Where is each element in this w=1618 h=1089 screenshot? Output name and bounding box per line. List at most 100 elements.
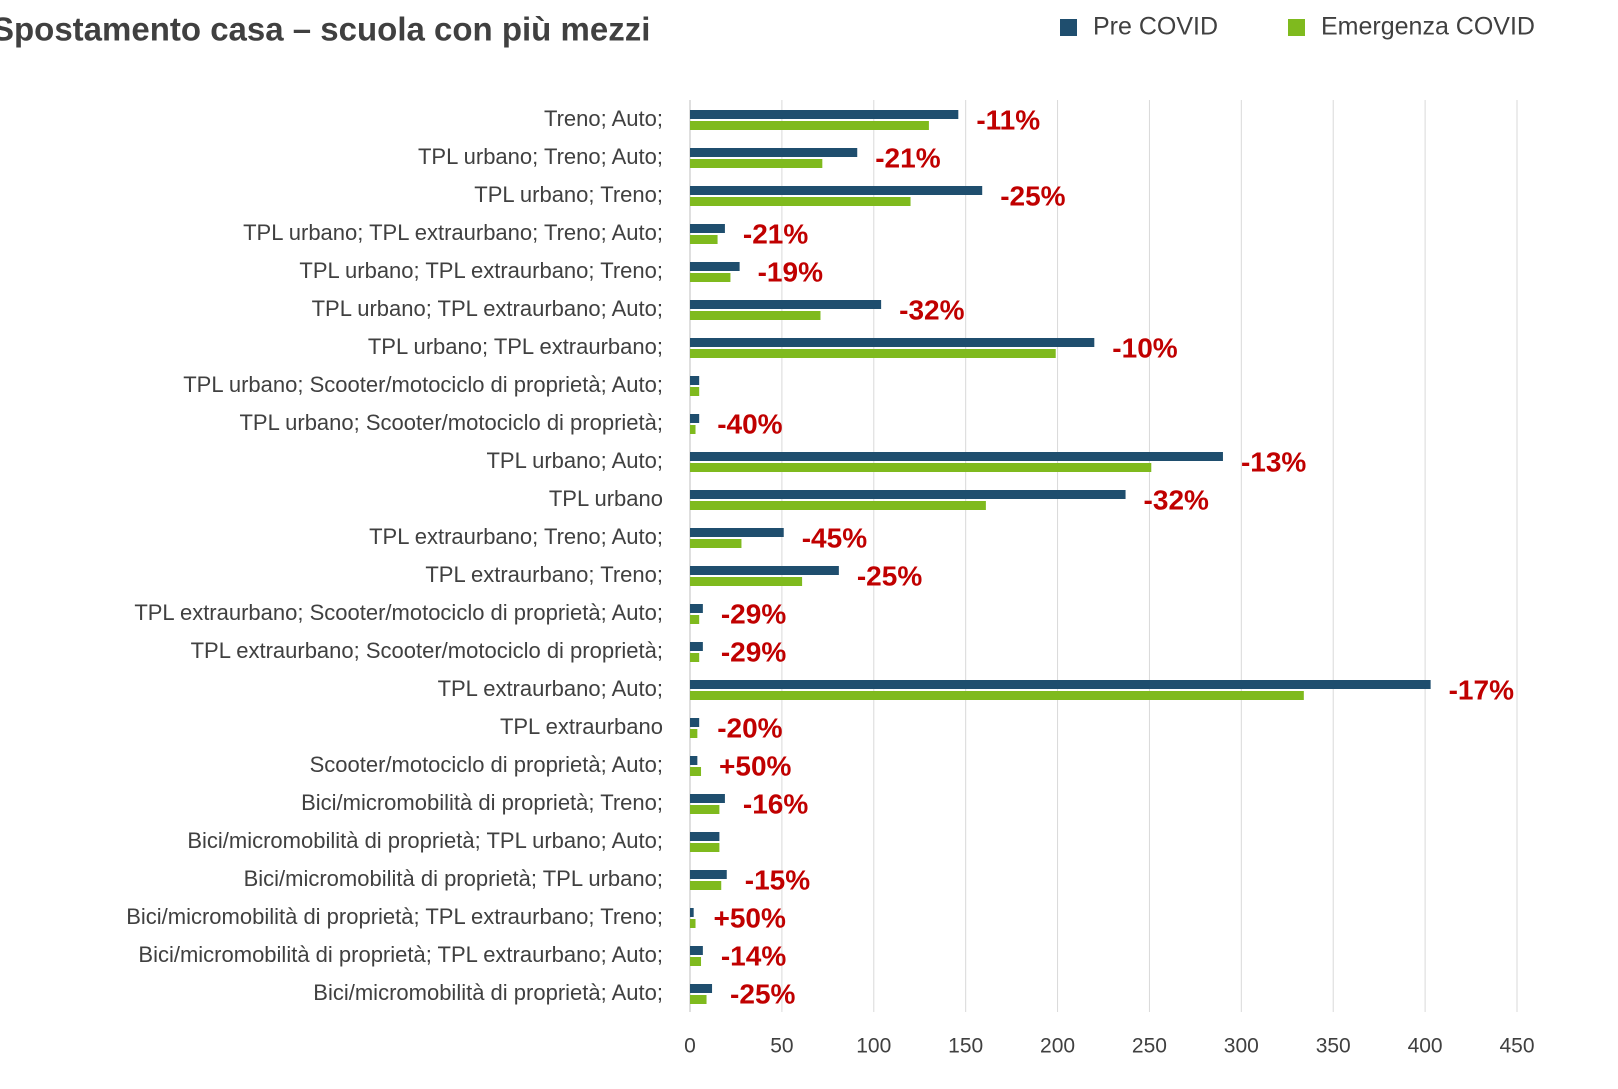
bar xyxy=(690,224,725,233)
bar xyxy=(690,262,740,271)
bar xyxy=(690,642,703,651)
annotation: +50% xyxy=(719,750,791,781)
annotation: -25% xyxy=(730,978,795,1009)
bar xyxy=(690,908,694,917)
bar xyxy=(690,995,707,1004)
annotation: -14% xyxy=(721,940,786,971)
x-tick-label: 250 xyxy=(1132,1035,1167,1058)
annotation: +50% xyxy=(714,902,786,933)
y-tick-label: TPL urbano xyxy=(549,486,663,511)
bar xyxy=(690,197,911,206)
y-tick-label: Treno; Auto; xyxy=(544,106,663,131)
legend-label: Pre COVID xyxy=(1093,13,1218,41)
legend-swatch xyxy=(1060,19,1077,36)
bar xyxy=(690,794,725,803)
y-tick-label: Bici/micromobilità di proprietà; TPL ext… xyxy=(126,904,663,929)
y-tick-label: Scooter/motociclo di proprietà; Auto; xyxy=(310,752,663,777)
bar xyxy=(690,338,1095,347)
annotation: -32% xyxy=(899,294,964,325)
bar xyxy=(690,805,720,814)
bar xyxy=(690,680,1431,689)
x-tick-label: 350 xyxy=(1316,1035,1351,1058)
y-tick-label: Bici/micromobilità di proprietà; TPL urb… xyxy=(187,828,663,853)
x-tick-label: 300 xyxy=(1224,1035,1259,1058)
bar xyxy=(690,273,731,282)
bar xyxy=(690,121,929,130)
annotation: -25% xyxy=(857,560,922,591)
bar xyxy=(690,539,742,548)
bar xyxy=(690,463,1152,472)
bar xyxy=(690,425,696,434)
annotation: -15% xyxy=(745,864,810,895)
annotation: -29% xyxy=(721,598,786,629)
bar xyxy=(690,577,803,586)
bar xyxy=(690,881,722,890)
bar xyxy=(690,490,1126,499)
y-tick-label: TPL urbano; TPL extraurbano; Treno; xyxy=(299,258,663,283)
annotation: -16% xyxy=(743,788,808,819)
y-tick-label: TPL urbano; Treno; Auto; xyxy=(418,144,663,169)
annotation: -17% xyxy=(1449,674,1514,705)
y-tick-label: TPL extraurbano; Treno; Auto; xyxy=(369,524,663,549)
bar xyxy=(690,186,983,195)
bar xyxy=(690,604,703,613)
y-tick-label: TPL extraurbano; Scooter/motociclo di pr… xyxy=(191,638,663,663)
annotation: -29% xyxy=(721,636,786,667)
bar xyxy=(690,984,713,993)
bar xyxy=(690,501,986,510)
bar xyxy=(690,414,700,423)
bar xyxy=(690,691,1304,700)
y-tick-label: Bici/micromobilità di proprietà; Treno; xyxy=(301,790,663,815)
x-tick-label: 150 xyxy=(948,1035,983,1058)
annotation: -21% xyxy=(875,142,940,173)
bar xyxy=(690,311,821,320)
annotation: -32% xyxy=(1144,484,1209,515)
bar xyxy=(690,148,858,157)
bar xyxy=(690,946,703,955)
annotation: -10% xyxy=(1112,332,1177,363)
bar xyxy=(690,566,839,575)
bar xyxy=(690,870,727,879)
bar xyxy=(690,349,1056,358)
bar xyxy=(690,919,696,928)
y-tick-label: TPL urbano; Scooter/motociclo di proprie… xyxy=(239,410,663,435)
annotation: -11% xyxy=(976,104,1040,135)
y-tick-label: Bici/micromobilità di proprietà; TPL urb… xyxy=(244,866,663,891)
y-tick-label: TPL extraurbano; Scooter/motociclo di pr… xyxy=(134,600,663,625)
bar xyxy=(690,843,720,852)
y-tick-label: TPL extraurbano; Auto; xyxy=(438,676,663,701)
y-tick-label: TPL urbano; Auto; xyxy=(486,448,663,473)
x-tick-label: 100 xyxy=(856,1035,891,1058)
legend-swatch xyxy=(1288,19,1305,36)
annotation: -20% xyxy=(717,712,782,743)
bar xyxy=(690,528,784,537)
bar xyxy=(690,300,882,309)
y-tick-label: TPL urbano; TPL extraurbano; Auto; xyxy=(312,296,663,321)
bar xyxy=(690,159,823,168)
y-tick-label: Bici/micromobilità di proprietà; Auto; xyxy=(313,980,663,1005)
x-tick-label: 0 xyxy=(684,1035,696,1058)
bar xyxy=(690,718,700,727)
y-tick-label: TPL extraurbano; Treno; xyxy=(425,562,663,587)
y-tick-label: TPL urbano; Treno; xyxy=(474,182,663,207)
bar xyxy=(690,767,702,776)
bar xyxy=(690,729,698,738)
y-tick-label: TPL extraurbano xyxy=(500,714,663,739)
bar xyxy=(690,756,698,765)
annotation: -45% xyxy=(802,522,867,553)
annotation: -40% xyxy=(717,408,782,439)
annotation: -19% xyxy=(758,256,823,287)
y-tick-label: TPL urbano; Scooter/motociclo di proprie… xyxy=(183,372,663,397)
y-tick-label: TPL urbano; TPL extraurbano; Treno; Auto… xyxy=(243,220,663,245)
bar xyxy=(690,110,959,119)
bar xyxy=(690,376,700,385)
y-tick-label: TPL urbano; TPL extraurbano; xyxy=(368,334,663,359)
chart-title: Spostamento casa – scuola con più mezzi xyxy=(0,11,650,48)
bar xyxy=(690,832,720,841)
annotation: -13% xyxy=(1241,446,1306,477)
bar xyxy=(690,387,700,396)
x-tick-label: 450 xyxy=(1499,1035,1534,1058)
legend-label: Emergenza COVID xyxy=(1321,13,1535,41)
